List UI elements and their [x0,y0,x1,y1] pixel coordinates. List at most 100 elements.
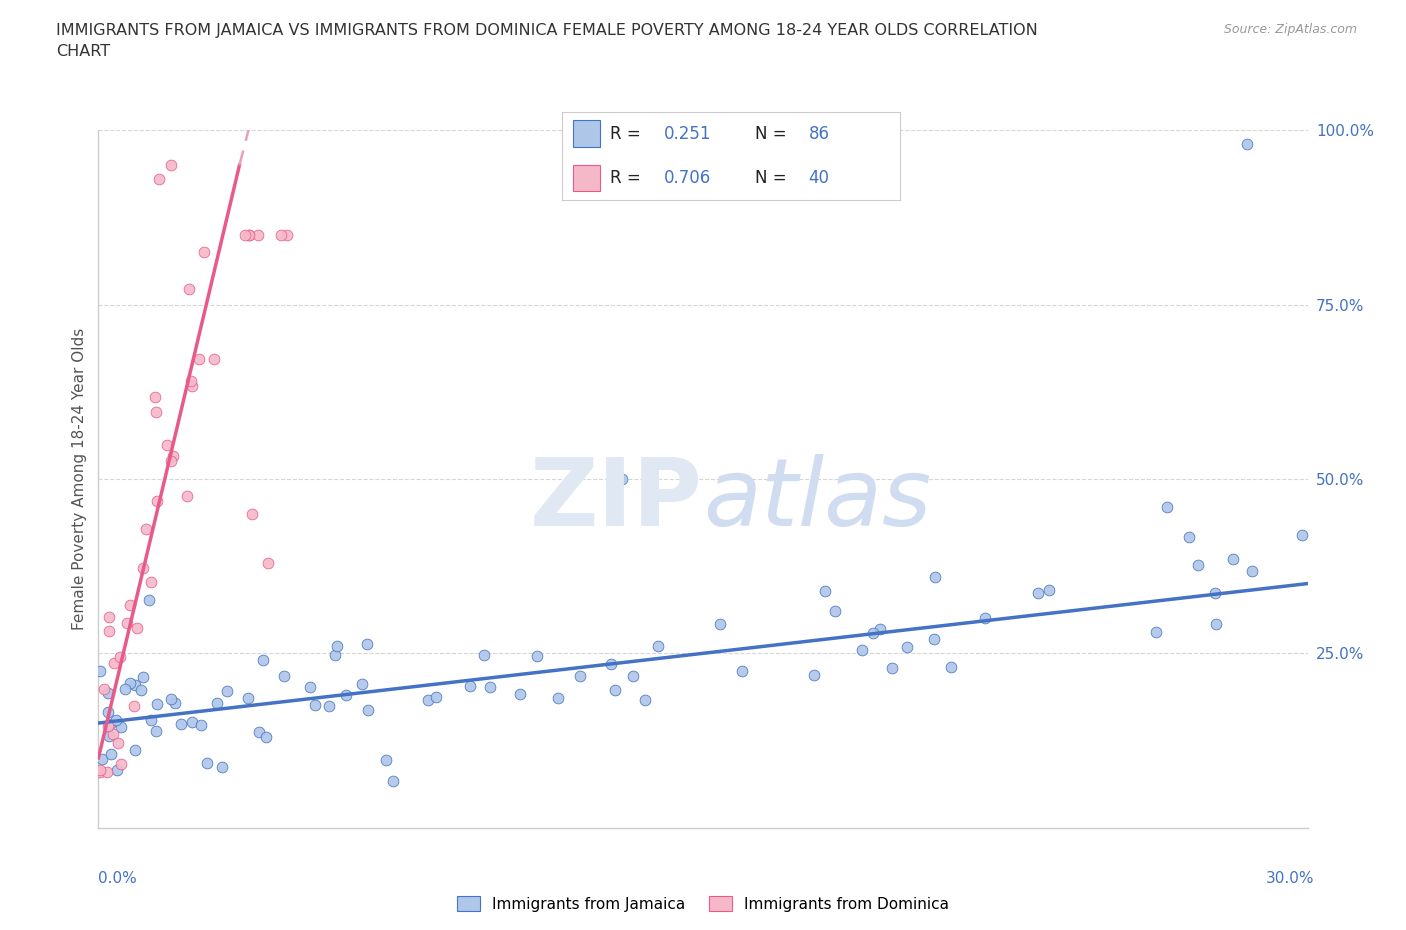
Point [97,685,120,700]
Point [89,663,111,678]
Point [472,647,495,662]
Point [131,670,153,684]
Point [97,704,120,719]
Point [97,610,120,625]
Point [207,696,229,711]
Point [425,689,447,704]
Point [103,656,125,671]
Point [90,751,112,766]
Point [139,574,162,589]
Point [193,245,215,259]
Point [323,648,346,663]
Point [238,228,260,243]
Point [236,691,259,706]
Point [124,743,146,758]
Point [145,724,167,738]
Point [132,561,155,576]
Point [603,683,626,698]
Point [1222,551,1244,566]
Point [129,683,152,698]
Point [1236,137,1258,152]
Point [180,373,202,388]
Point [181,715,204,730]
Point [357,703,380,718]
Point [159,692,181,707]
Point [896,639,918,654]
Point [460,678,482,693]
Point [382,774,405,789]
Text: 40: 40 [808,169,830,187]
Point [924,570,946,585]
Bar [572,121,599,147]
Point [108,649,131,664]
Point [973,610,995,625]
Point [318,699,340,714]
Point [156,438,179,453]
Point [254,729,277,744]
Point [163,696,186,711]
Point [1038,583,1060,598]
Point [1144,625,1167,640]
Point [509,687,531,702]
Text: IMMIGRANTS FROM JAMAICA VS IMMIGRANTS FROM DOMINICA FEMALE POVERTY AMONG 18-24 Y: IMMIGRANTS FROM JAMAICA VS IMMIGRANTS FR… [56,23,1038,60]
Point [162,449,184,464]
Point [599,657,621,671]
Point [924,631,946,646]
Point [110,719,132,734]
Point [569,669,592,684]
Point [1241,564,1264,578]
Point [195,755,218,770]
Point [634,692,657,707]
Point [803,668,825,683]
Point [93,681,115,696]
Point [211,760,233,775]
Text: 0.0%: 0.0% [98,871,138,886]
Point [1291,527,1313,542]
Point [176,488,198,503]
Point [181,379,204,393]
Point [100,746,122,761]
Point [374,753,396,768]
Point [1026,585,1049,600]
Point [647,639,669,654]
Point [105,763,128,777]
Point [1178,529,1201,544]
Point [247,724,270,739]
Point [146,698,169,712]
Point [177,282,200,297]
Text: 30.0%: 30.0% [1267,871,1315,886]
Point [107,736,129,751]
Point [335,687,357,702]
Point [217,684,239,698]
Text: R =: R = [610,125,645,142]
Point [621,669,644,684]
Point [110,756,132,771]
Text: 0.251: 0.251 [664,125,711,142]
Point [120,597,142,612]
Point [202,352,225,366]
Point [89,763,111,777]
Point [547,690,569,705]
Text: ZIP: ZIP [530,454,703,546]
Point [143,389,166,404]
Point [276,228,298,243]
Point [98,716,121,731]
Point [98,728,121,743]
Text: Source: ZipAtlas.com: Source: ZipAtlas.com [1223,23,1357,36]
Point [146,494,169,509]
Point [160,454,183,469]
Point [709,617,731,631]
Point [148,172,170,187]
Point [145,405,167,419]
Text: 86: 86 [808,125,830,142]
Point [1187,558,1209,573]
Point [304,698,326,712]
Point [105,713,128,728]
Point [252,652,274,667]
Point [862,626,884,641]
Text: N =: N = [755,125,792,142]
Point [124,677,146,692]
Point [246,228,269,243]
Point [350,676,373,691]
Point [125,620,148,635]
